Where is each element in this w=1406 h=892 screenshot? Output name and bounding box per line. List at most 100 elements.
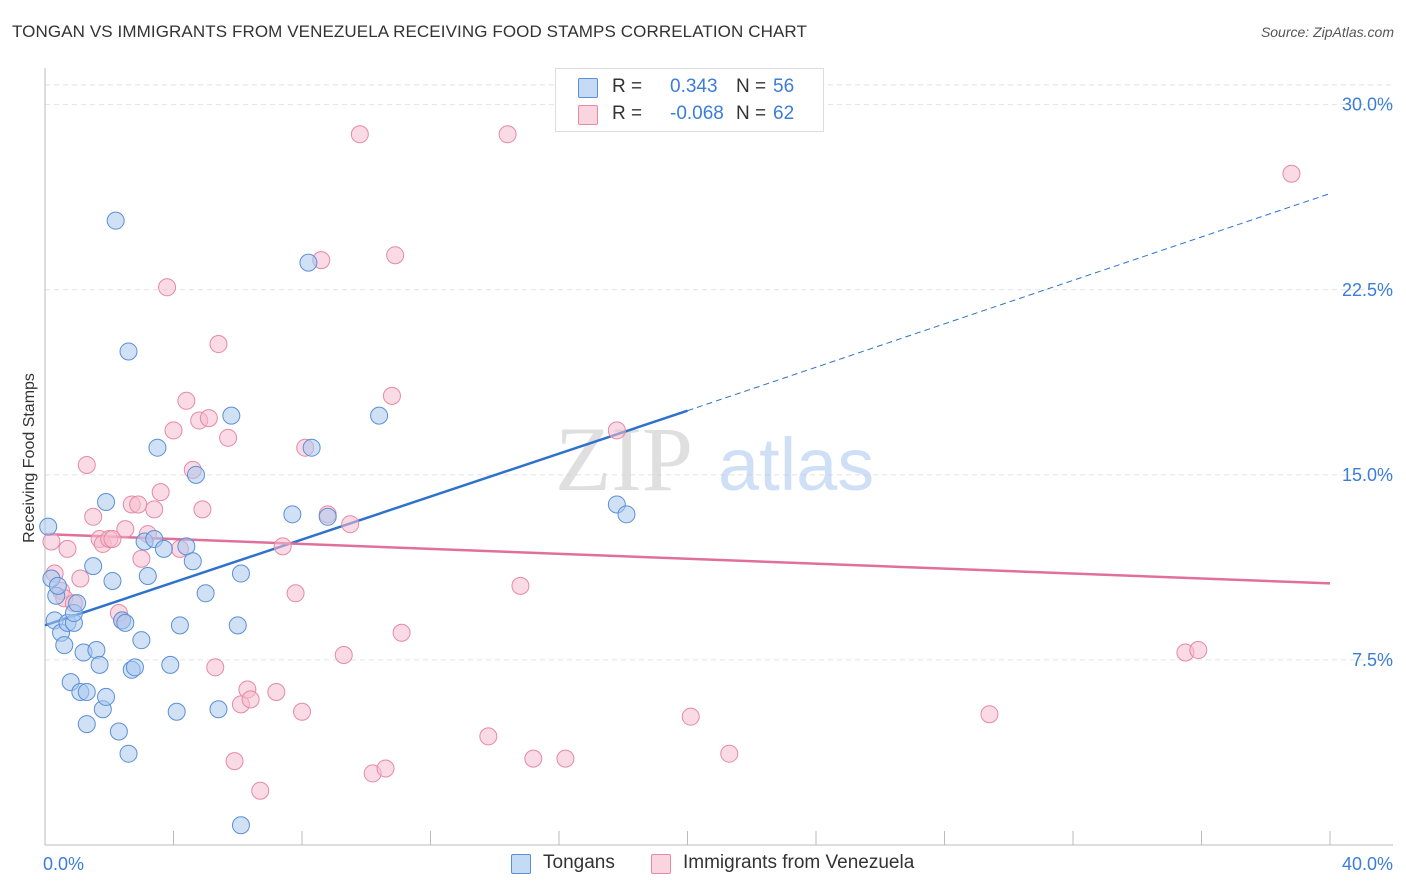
tongans-point [106, 211, 125, 230]
tongans-point [116, 613, 135, 632]
bottom-legend-label: Immigrants from Venezuela [683, 852, 915, 873]
tongans-point [222, 406, 241, 425]
venezuela-point [151, 483, 170, 502]
tongans-point [148, 438, 167, 457]
y-tick-label: 15.0% [1342, 465, 1393, 485]
venezuela-point [129, 495, 148, 514]
y-tick-label: 22.5% [1342, 280, 1393, 300]
venezuela-point [77, 455, 96, 474]
venezuela-point [341, 515, 360, 534]
tongans-point [125, 658, 144, 677]
tongans-point [138, 567, 157, 586]
tongans-point [132, 631, 151, 650]
tongans-point [77, 683, 96, 701]
venezuela-point [382, 386, 401, 405]
venezuela-point [145, 500, 164, 519]
tongans-point [119, 342, 138, 361]
y-tick-label: 30.0% [1342, 95, 1393, 115]
venezuela-point [71, 569, 90, 588]
tongans-point [318, 507, 337, 526]
venezuela-point [209, 335, 228, 354]
y-tick-label: 7.5% [1352, 650, 1393, 670]
venezuela-point [267, 683, 286, 701]
tongans-point [68, 594, 87, 613]
venezuela-point [42, 532, 61, 551]
venezuela-point [251, 781, 270, 800]
venezuela-point [334, 645, 353, 664]
venezuela-point [386, 246, 405, 265]
tongans-point [87, 641, 106, 660]
venezuela-point [498, 125, 517, 144]
watermark: ZIP atlas [555, 408, 874, 510]
venezuela-point [1189, 641, 1208, 660]
tongans-point [154, 539, 173, 558]
tongans-point [84, 557, 103, 576]
legend-n-value: 56 [773, 76, 795, 97]
venezuela-point [720, 744, 739, 763]
venezuela-point [164, 421, 183, 440]
venezuela-point [524, 749, 543, 768]
legend-swatch-blue [578, 78, 598, 98]
bottom-legend-label: Tongans [543, 852, 615, 873]
tongans-point [119, 744, 138, 763]
venezuela-point [103, 530, 122, 548]
venezuela-point [177, 391, 196, 410]
watermark-atlas: atlas [718, 423, 874, 506]
tongans-point [177, 537, 196, 556]
tongans-point [183, 552, 202, 571]
venezuela-point [293, 702, 311, 721]
tongans-point [55, 636, 74, 655]
tongans-trend-line [44, 409, 688, 627]
legend-swatch-pink [578, 105, 598, 125]
trend-lines [44, 193, 1331, 627]
tongans-point [48, 576, 67, 595]
data-points [39, 125, 1301, 835]
legend-n-label: N = [736, 76, 767, 97]
tongans-point [302, 438, 321, 457]
tongans-point [186, 465, 205, 484]
venezuela-point [286, 584, 305, 603]
venezuela-point [350, 125, 369, 144]
venezuela-point [225, 752, 244, 771]
tongans-point [97, 492, 116, 511]
legend-r-label: R = [612, 76, 643, 97]
venezuela-point [376, 759, 395, 778]
venezuela-point [392, 623, 411, 642]
x-tick-label: 40.0% [1342, 854, 1393, 874]
tongans-point [370, 406, 389, 425]
venezuela-point [681, 707, 700, 726]
tongans-point [231, 816, 250, 835]
tongans-point [196, 584, 215, 603]
tongans-point [161, 655, 180, 674]
tongans-point [97, 687, 116, 706]
tongans-point [39, 517, 58, 536]
source-label: Source: ZipAtlas.com [1260, 24, 1394, 40]
tongans-point [228, 616, 247, 635]
tongans-point [299, 253, 318, 272]
legend-r-label: R = [612, 103, 643, 124]
venezuela-point [556, 749, 575, 768]
legend-n-value: 62 [773, 103, 795, 124]
venezuela-point [58, 539, 77, 558]
tongans-point [167, 702, 186, 721]
tick-labels: 7.5% 15.0% 22.5% 30.0% 0.0% 40.0% [43, 95, 1393, 874]
watermark-zip: ZIP [555, 408, 693, 510]
venezuela-point [193, 500, 212, 519]
tongans-point [209, 700, 228, 719]
legend-n-label: N = [736, 103, 767, 124]
venezuela-point [116, 520, 135, 539]
tongans-point [170, 616, 189, 635]
venezuela-point [241, 690, 260, 709]
venezuela-point [132, 549, 151, 568]
venezuela-point [158, 278, 177, 297]
venezuela-point [206, 658, 225, 677]
tongans-point [231, 564, 250, 583]
tongans-point [109, 722, 128, 741]
venezuela-trend-line [44, 532, 1331, 585]
venezuela-point [199, 409, 218, 428]
bottom-legend-swatch-pink [651, 854, 671, 874]
x-tick-label: 0.0% [43, 854, 84, 874]
y-axis-label: Receiving Food Stamps [21, 373, 38, 543]
bottom-legend-swatch-blue [511, 854, 531, 874]
correlation-legend: R = 0.343 N = 56 R = -0.068 N = 62 [555, 68, 824, 132]
